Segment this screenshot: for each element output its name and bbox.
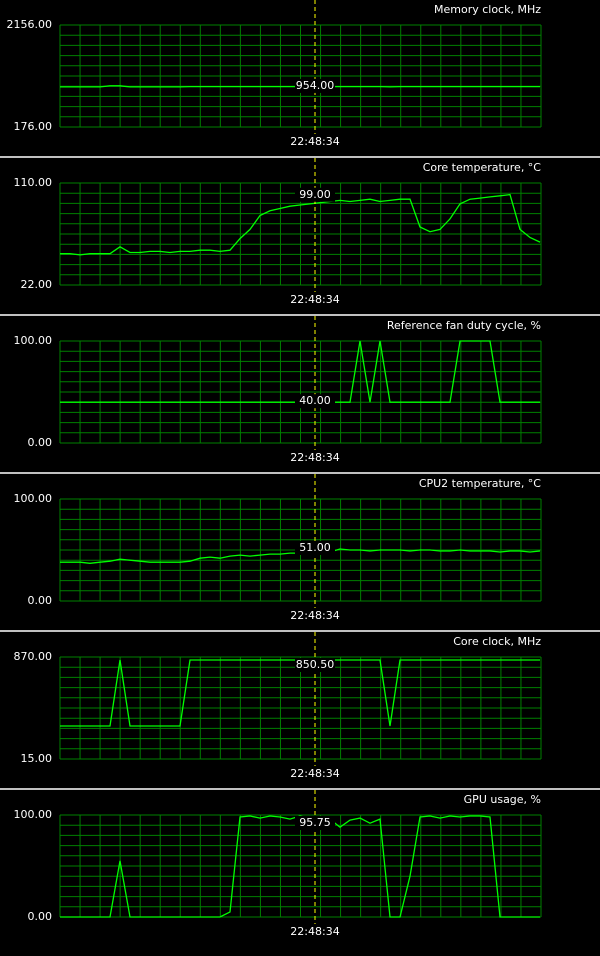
chart-title: CPU2 temperature, °C bbox=[419, 477, 541, 490]
y-tick-label: 100.00 bbox=[14, 808, 53, 821]
chart-title: Reference fan duty cycle, % bbox=[387, 319, 541, 332]
cursor-value: 99.00 bbox=[299, 188, 331, 201]
chart-title: Core clock, MHz bbox=[453, 635, 541, 648]
y-tick-label: 2156.00 bbox=[7, 18, 53, 31]
cursor-time: 22:48:34 bbox=[290, 135, 339, 148]
cursor-value: 954.00 bbox=[296, 79, 335, 92]
y-tick-label: 870.00 bbox=[14, 650, 53, 663]
y-tick-label: 100.00 bbox=[14, 334, 53, 347]
cursor-value: 95.75 bbox=[299, 816, 331, 829]
y-tick-label: 110.00 bbox=[14, 176, 53, 189]
cursor-label-bg bbox=[295, 658, 335, 672]
cursor-time: 22:48:34 bbox=[290, 925, 339, 938]
cursor-time: 22:48:34 bbox=[290, 451, 339, 464]
series-line bbox=[60, 193, 541, 256]
cursor-value: 40.00 bbox=[299, 394, 331, 407]
cursor-label-bg bbox=[295, 816, 335, 830]
cursor-time: 22:48:34 bbox=[290, 293, 339, 306]
y-tick-label: 0.00 bbox=[28, 910, 53, 923]
cursor-value: 850.50 bbox=[296, 658, 335, 671]
y-tick-label: 0.00 bbox=[28, 436, 53, 449]
y-tick-label: 176.00 bbox=[14, 120, 53, 133]
cursor-time: 22:48:34 bbox=[290, 609, 339, 622]
y-tick-label: 100.00 bbox=[14, 492, 53, 505]
y-tick-label: 15.00 bbox=[21, 752, 53, 765]
cursor-label-bg bbox=[295, 187, 335, 202]
cursor-label-bg bbox=[295, 540, 335, 555]
cursor-value: 51.00 bbox=[299, 541, 331, 554]
cursor-label-bg bbox=[295, 78, 335, 93]
y-tick-label: 22.00 bbox=[21, 278, 53, 291]
chart-title: Memory clock, MHz bbox=[434, 3, 541, 16]
cursor-time: 22:48:34 bbox=[290, 767, 339, 780]
chart-title: GPU usage, % bbox=[464, 793, 541, 806]
chart-title: Core temperature, °C bbox=[423, 161, 542, 174]
cursor-label-bg bbox=[295, 394, 335, 409]
y-tick-label: 0.00 bbox=[28, 594, 53, 607]
